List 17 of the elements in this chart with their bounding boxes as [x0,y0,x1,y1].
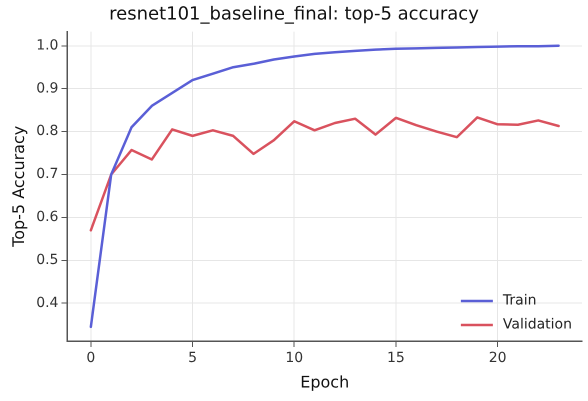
x-tick-label: 20 [488,350,507,366]
x-tick-label: 15 [387,350,405,366]
legend-label: Train [502,292,536,309]
y-tick-label: 0.4 [36,294,59,311]
x-tick-label: 10 [285,350,304,366]
y-tick-label: 0.5 [36,252,58,268]
y-tick-label: 0.6 [36,209,59,226]
y-tick-label: 0.7 [36,166,58,182]
x-tick-label: 5 [188,350,197,366]
y-axis-title: Top-5 Accuracy [8,126,28,248]
y-tick-label: 0.9 [36,80,58,96]
x-tick-label: 0 [86,350,96,366]
y-tick-label: 0.8 [36,123,58,140]
x-axis-title: Epoch [300,372,350,392]
y-tick-label: 1.0 [36,37,58,54]
legend-label: Validation [502,316,572,333]
chart-title: resnet101_baseline_final: top-5 accuracy [109,3,480,24]
